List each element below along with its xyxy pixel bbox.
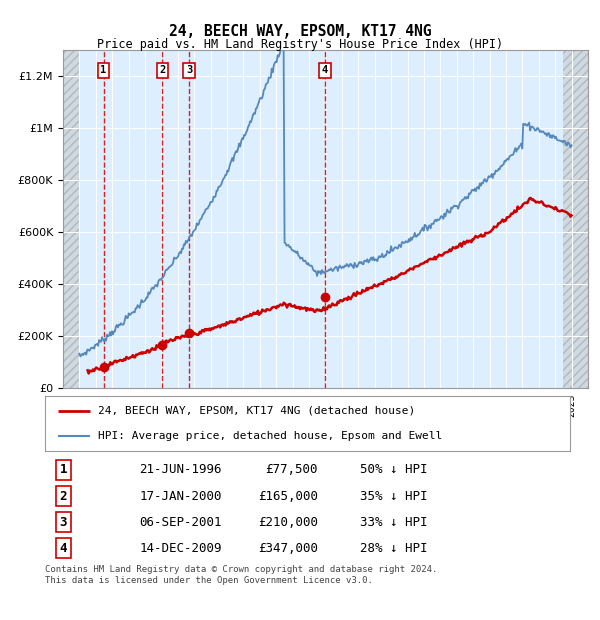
Text: 35% ↓ HPI: 35% ↓ HPI xyxy=(360,490,427,502)
Text: 1: 1 xyxy=(59,464,67,476)
Text: 3: 3 xyxy=(59,516,67,528)
Text: 4: 4 xyxy=(59,542,67,554)
Text: 24, BEECH WAY, EPSOM, KT17 4NG: 24, BEECH WAY, EPSOM, KT17 4NG xyxy=(169,24,431,38)
Text: 2: 2 xyxy=(59,490,67,502)
Text: Price paid vs. HM Land Registry's House Price Index (HPI): Price paid vs. HM Land Registry's House … xyxy=(97,38,503,51)
Text: 06-SEP-2001: 06-SEP-2001 xyxy=(139,516,222,528)
Text: 14-DEC-2009: 14-DEC-2009 xyxy=(139,542,222,554)
Text: £210,000: £210,000 xyxy=(258,516,318,528)
Bar xyxy=(63,50,79,388)
Text: 50% ↓ HPI: 50% ↓ HPI xyxy=(360,464,427,476)
Text: 33% ↓ HPI: 33% ↓ HPI xyxy=(360,516,427,528)
Text: 17-JAN-2000: 17-JAN-2000 xyxy=(139,490,222,502)
Text: 2: 2 xyxy=(159,65,166,76)
Text: £77,500: £77,500 xyxy=(265,464,318,476)
Text: 28% ↓ HPI: 28% ↓ HPI xyxy=(360,542,427,554)
Text: 24, BEECH WAY, EPSOM, KT17 4NG (detached house): 24, BEECH WAY, EPSOM, KT17 4NG (detached… xyxy=(97,406,415,416)
Text: HPI: Average price, detached house, Epsom and Ewell: HPI: Average price, detached house, Epso… xyxy=(97,431,442,441)
Bar xyxy=(563,50,588,388)
Text: Contains HM Land Registry data © Crown copyright and database right 2024.
This d: Contains HM Land Registry data © Crown c… xyxy=(45,565,437,585)
Text: £347,000: £347,000 xyxy=(258,542,318,554)
Text: 4: 4 xyxy=(322,65,328,76)
Text: 21-JUN-1996: 21-JUN-1996 xyxy=(139,464,222,476)
Text: £165,000: £165,000 xyxy=(258,490,318,502)
Text: 3: 3 xyxy=(186,65,192,76)
Text: 1: 1 xyxy=(100,65,107,76)
